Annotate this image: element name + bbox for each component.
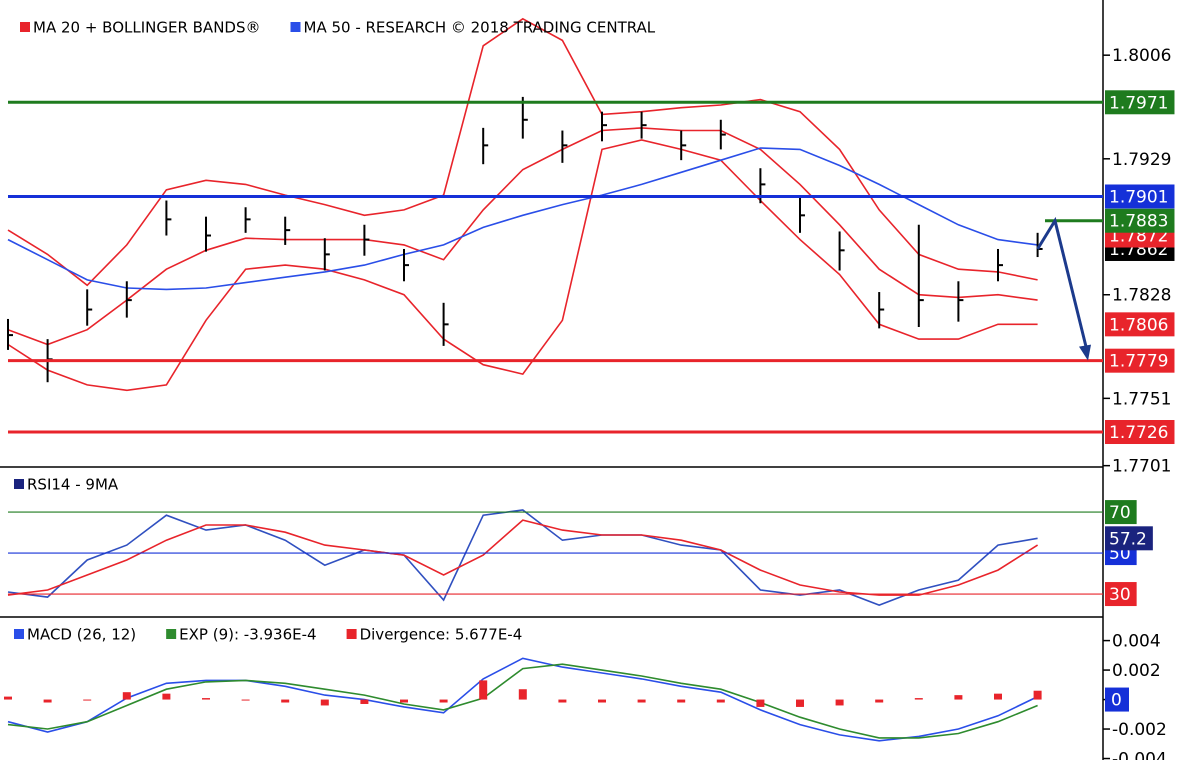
level-box [1105,500,1137,525]
divergence-bar [835,699,844,706]
divergence-bar [360,699,369,704]
legend-label: MA 20 + BOLLINGER BANDS® [33,19,261,37]
level-box [1105,208,1175,233]
plot-area [4,657,1042,742]
line [7,663,1038,739]
level-box [1105,420,1175,445]
level-label: 70 [1109,503,1131,523]
divergence-bar [241,699,250,701]
forecast-arrow [1036,216,1089,352]
y-tick-label: 1.7701 [1112,457,1171,477]
divergence-bar [914,698,923,700]
level-label: 1.7806 [1109,315,1168,335]
divergence-bar [479,680,488,700]
divergence-bar [677,699,686,703]
zero-box [1105,687,1129,712]
line [7,139,1038,392]
panel: 0.004 0.002 0 -0.002 -0.004 MACD (26, 12) EXP … [4,626,1167,760]
level-label: 30 [1109,585,1131,605]
divergence-bar [558,699,567,703]
arrow-head [1079,344,1091,361]
divergence-bar [598,699,606,703]
level-box [1105,184,1175,209]
level-box [1105,582,1137,607]
legend-swatch [166,629,177,639]
level-label: 1.7901 [1109,187,1168,207]
divergence-bar [994,693,1002,700]
legend-swatch [14,479,24,489]
divergence-bar [716,699,725,703]
y-tick-label: -0.004 [1112,750,1167,760]
legend-label: Divergence: 5.677E-4 [360,626,523,644]
divergence-bar [518,689,527,700]
divergence-bar [756,699,765,707]
legend-swatch [14,629,24,639]
line [7,17,1038,287]
divergence-bar [162,693,171,700]
divergence-bar [122,692,131,700]
divergence-bar [796,699,804,707]
legend-label: MA 50 - RESEARCH © 2018 TRADING CENTRAL [304,19,656,37]
legend-label: RSI14 - 9MA [27,476,119,494]
y-tick-label: 1.8006 [1112,46,1171,66]
plot-area [7,17,1043,392]
line [7,127,1038,346]
line [7,509,1038,606]
divergence-bar [83,699,92,701]
line [7,657,1038,742]
panel: 1.8006 1.7929 1.7828 1.7751 1.7701 1.7971 1.79… [7,17,1175,477]
level-box [1105,348,1175,373]
divergence-bar [1033,690,1042,700]
divergence-bar [43,699,52,703]
divergence-bar [202,698,210,700]
line [7,147,1038,291]
legend-label: MACD (26, 12) [27,626,136,644]
y-tick-label: -0.002 [1112,720,1167,740]
level-box [1105,312,1175,337]
legend-swatch [346,629,357,639]
legend-swatch [290,22,301,32]
y-tick-label: 0 [1111,691,1122,711]
divergence-bar [954,695,963,700]
y-tick-label: 0.004 [1112,632,1161,652]
level-label: 1.7883 [1109,212,1168,232]
divergence-bar [281,699,290,703]
y-tick-label: 1.7751 [1112,389,1171,409]
legend-label: EXP (9): -3.936E-4 [179,626,316,644]
last-value-box [1105,526,1153,551]
legend-swatch [20,22,30,32]
divergence-bar [637,699,646,703]
divergence-bar [439,699,448,703]
level-label: 1.7971 [1109,93,1168,113]
y-tick-label: 1.7828 [1112,286,1171,306]
divergence-bar [400,699,408,703]
level-label: 1.7726 [1109,423,1168,443]
y-tick-label: 1.7929 [1112,150,1171,170]
divergence-bar [4,696,12,700]
divergence-bar [875,699,884,703]
divergence-bar [320,699,329,706]
level-label: 1.7779 [1109,352,1168,372]
y-tick-label: 0.002 [1112,661,1161,681]
last-value-label: 57.2 [1109,529,1147,549]
level-box [1105,90,1175,115]
